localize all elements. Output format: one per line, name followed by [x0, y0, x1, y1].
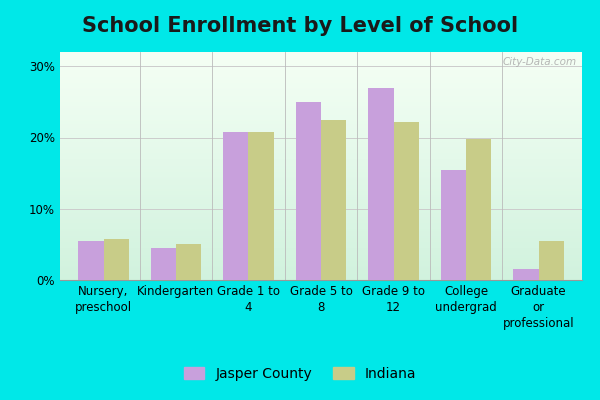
Bar: [151, 248, 176, 280]
Bar: [104, 239, 129, 280]
Bar: [394, 122, 419, 280]
Bar: [223, 132, 248, 280]
Bar: [513, 269, 539, 280]
Bar: [78, 241, 104, 280]
Bar: [440, 170, 466, 280]
Bar: [321, 120, 346, 280]
Bar: [176, 244, 202, 280]
Text: School Enrollment by Level of School: School Enrollment by Level of School: [82, 16, 518, 36]
Bar: [368, 88, 394, 280]
Legend: Jasper County, Indiana: Jasper County, Indiana: [179, 363, 421, 385]
Bar: [539, 241, 564, 280]
Bar: [248, 132, 274, 280]
Bar: [296, 102, 321, 280]
Text: City-Data.com: City-Data.com: [503, 56, 577, 66]
Bar: [466, 139, 491, 280]
